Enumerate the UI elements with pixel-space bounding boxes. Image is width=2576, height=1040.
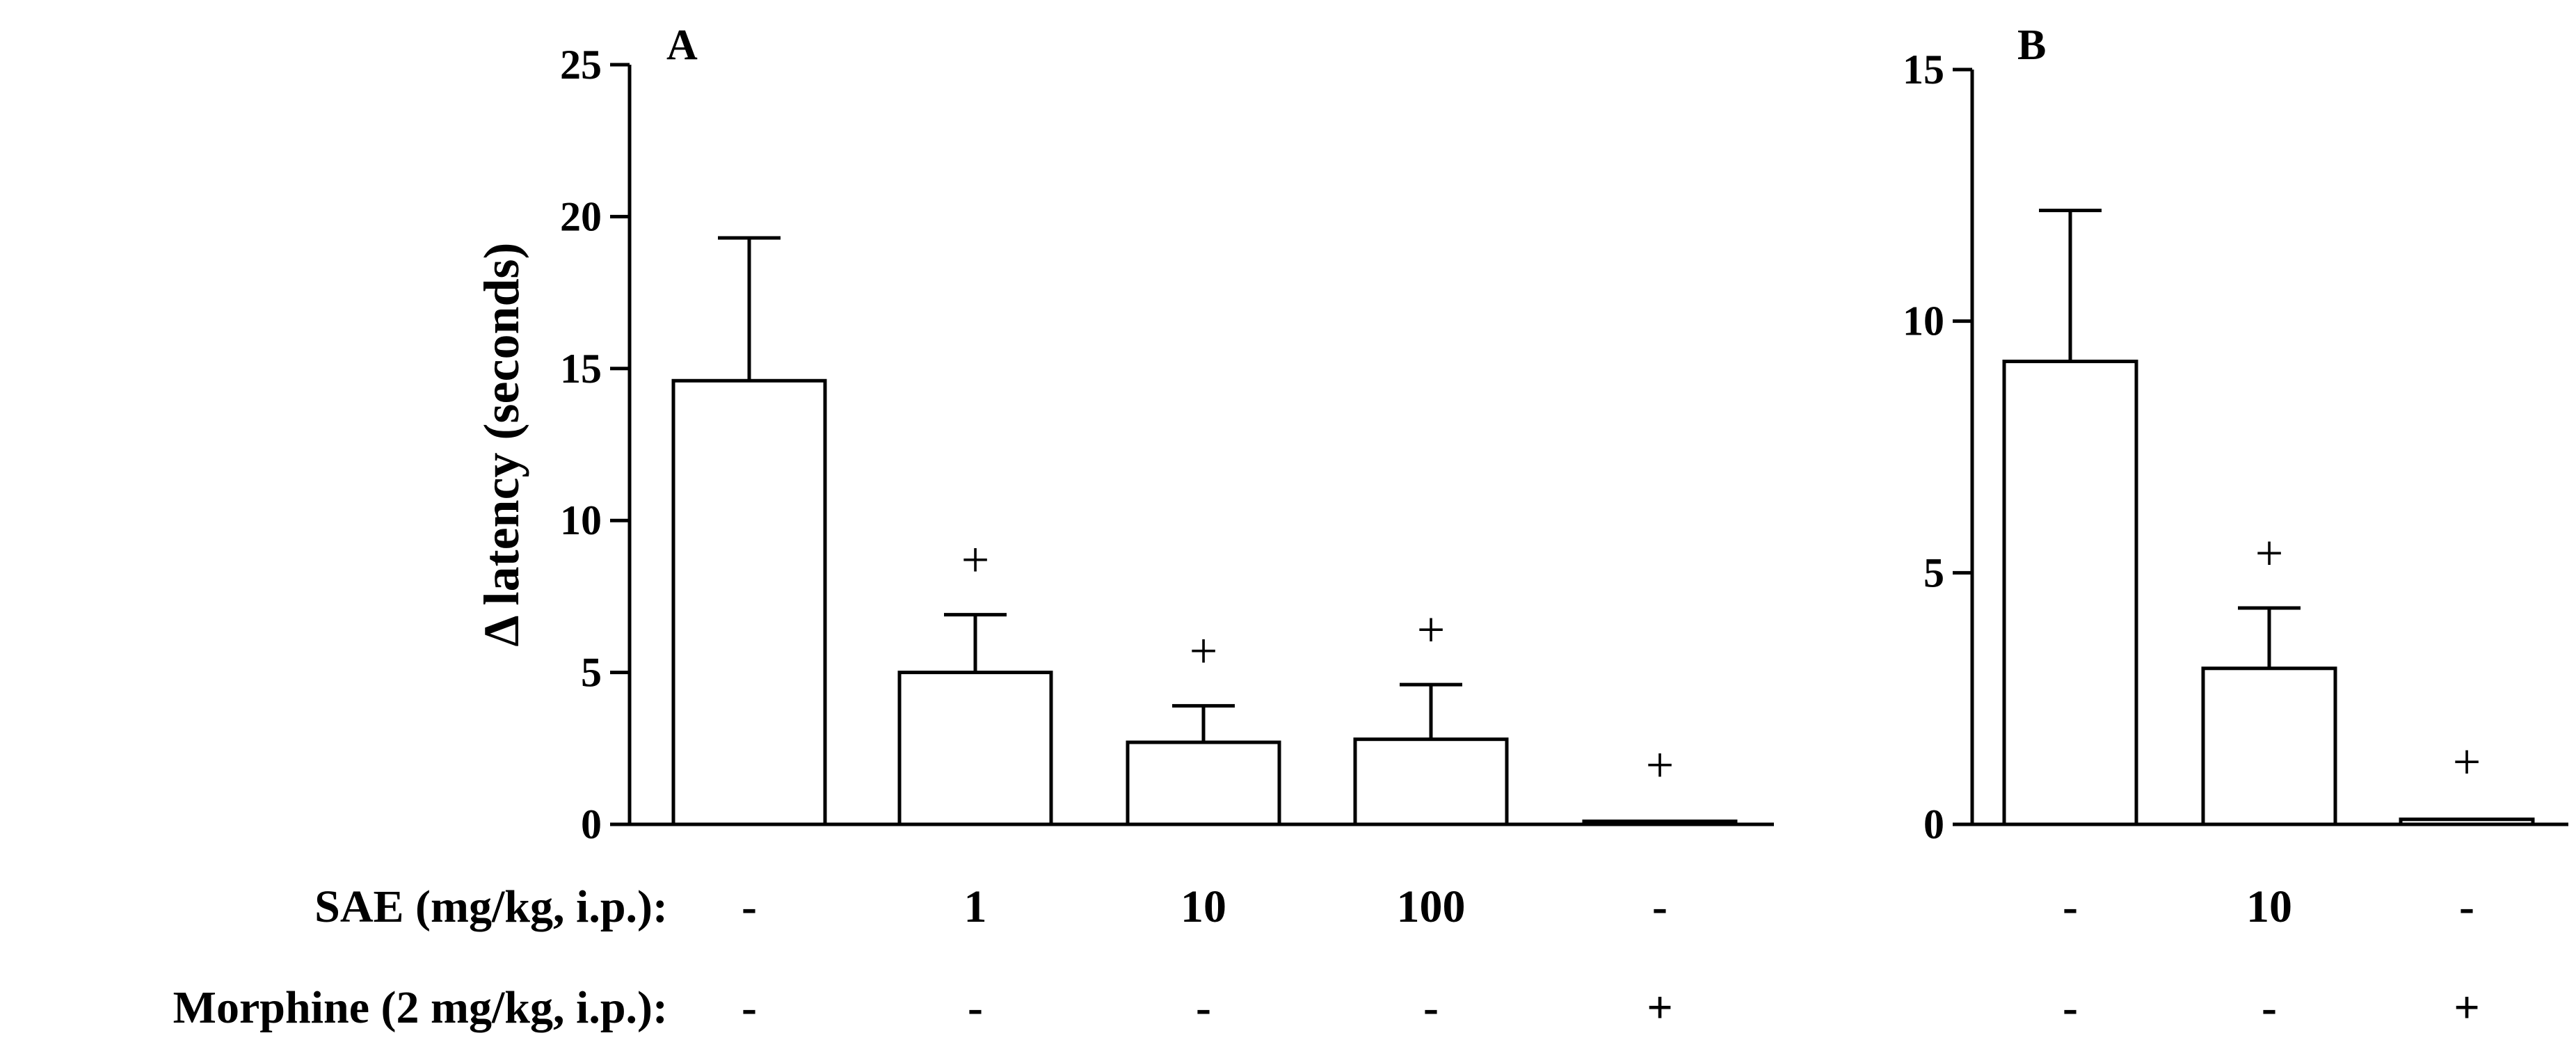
significance-mark: + <box>1417 602 1446 657</box>
bar <box>897 671 1053 826</box>
condition-value: - <box>2262 982 2277 1033</box>
bar <box>1353 737 1509 826</box>
condition-value: 100 <box>1397 881 1466 932</box>
y-axis-label: Δ latency (seconds) <box>474 242 529 646</box>
bar <box>1582 819 1738 826</box>
condition-value: 10 <box>1181 881 1226 932</box>
panel-b-chart: 0 5 10 15 + + B - 10 - - - + <box>1903 22 2568 1033</box>
y-tick-label: 0 <box>1923 801 1944 847</box>
significance-mark: + <box>2453 734 2481 790</box>
condition-value: - <box>1423 982 1439 1033</box>
condition-value: - <box>1652 881 1667 932</box>
y-tick-label: 10 <box>560 497 602 543</box>
condition-value: - <box>742 982 757 1033</box>
condition-value: - <box>1196 982 1211 1033</box>
significance-mark: + <box>2255 525 2284 581</box>
significance-mark: + <box>1646 737 1674 792</box>
y-tick-label: 5 <box>1923 550 1944 595</box>
y-tick-label: 25 <box>560 42 602 88</box>
bar <box>2002 360 2138 826</box>
y-tick-label: 20 <box>560 193 602 239</box>
y-tick-label: 10 <box>1903 298 1944 344</box>
y-tick-label: 15 <box>1903 47 1944 93</box>
significance-mark: + <box>1190 623 1218 679</box>
condition-row-label: Morphine (2 mg/kg, i.p.): <box>173 982 668 1033</box>
panel-label: B <box>2017 22 2046 69</box>
condition-value: 1 <box>964 881 987 932</box>
bar <box>2201 666 2337 826</box>
y-tick-label: 0 <box>581 801 602 847</box>
condition-value: 10 <box>2246 881 2292 932</box>
condition-value: - <box>742 881 757 932</box>
condition-row-label: SAE (mg/kg, i.p.): <box>314 881 668 932</box>
panel-a-chart: 0 5 10 15 20 25 + + + + A Δ latency (seconds) SAE (m… <box>173 22 1774 1033</box>
y-tick-label: 15 <box>560 346 602 392</box>
bar <box>2399 817 2535 826</box>
significance-mark: + <box>961 532 990 588</box>
condition-value: - <box>2063 881 2078 932</box>
condition-value: - <box>968 982 983 1033</box>
bar <box>671 378 827 826</box>
y-tick-label: 5 <box>581 650 602 696</box>
condition-value: - <box>2459 881 2474 932</box>
bar <box>1126 740 1281 826</box>
condition-value: - <box>2063 982 2078 1033</box>
condition-value: + <box>2454 982 2480 1033</box>
panel-label: A <box>666 22 698 69</box>
condition-value: + <box>1647 982 1673 1033</box>
